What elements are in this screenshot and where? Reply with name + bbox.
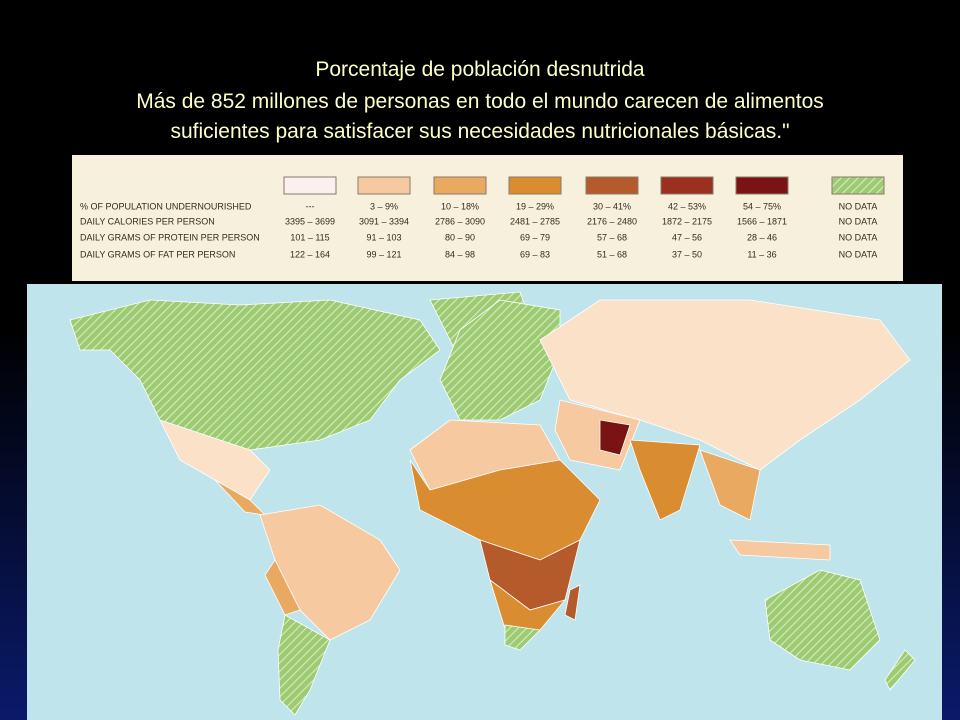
legend-cell: 99 – 121 [366,249,401,259]
legend-row-label: DAILY GRAMS OF PROTEIN PER PERSON [80,232,260,242]
sahel [409,459,601,561]
legend-swatch [357,176,411,195]
legend-cell: NO DATA [839,216,878,226]
south-africa [504,624,541,651]
legend-cell: 2176 – 2480 [587,216,637,226]
legend-cell: 91 – 103 [366,232,401,242]
southeast-asia [699,449,761,521]
map [27,284,942,720]
legend-swatch [735,176,789,195]
legend-row-label: DAILY GRAMS OF FAT PER PERSON [80,249,235,259]
legend-swatch [585,176,639,195]
legend-cell: 57 – 68 [597,232,627,242]
madagascar [564,584,581,621]
north-america [69,299,441,451]
legend-cell: 69 – 83 [520,249,550,259]
legend-cell: 10 – 18% [441,201,479,211]
legend-cell: 2786 – 3090 [435,216,485,226]
legend-cell: 30 – 41% [593,201,631,211]
legend-swatch [508,176,562,195]
legend: % OF POPULATION UNDERNOURISHED --- 3 – 9% 1… [80,176,885,259]
legend-cell: 1566 – 1871 [737,216,787,226]
indonesia [729,539,831,561]
legend-row-label: % OF POPULATION UNDERNOURISHED [80,201,252,211]
title-line: suficientes para satisfacer sus necesida… [170,120,789,143]
russia-china [539,299,911,471]
afghanistan [599,419,631,456]
legend-cell: 51 – 68 [597,249,627,259]
new-zealand [884,649,916,691]
legend-swatch [831,176,885,195]
legend-cell: 2481 – 2785 [510,216,560,226]
legend-cell: 80 – 90 [445,232,475,242]
legend-cell: 37 – 50 [672,249,702,259]
legend-cell: NO DATA [839,232,878,242]
legend-cell: 3 – 9% [370,201,398,211]
india [629,439,701,521]
legend-cell: 3395 – 3699 [285,216,335,226]
title-line: Porcentaje de población desnutrida [315,58,645,81]
legend-cell: 1872 – 2175 [662,216,712,226]
legend-cell: 11 – 36 [747,249,776,259]
legend-box [72,155,903,281]
title-line: Más de 852 millones de personas en todo … [136,90,824,113]
legend-cell: 101 – 115 [290,232,329,242]
legend-swatch [660,176,714,195]
legend-cell: 19 – 29% [516,201,554,211]
legend-swatch [433,176,487,195]
legend-cell: 122 – 164 [290,249,330,259]
legend-cell: 47 – 56 [672,232,702,242]
legend-row-label: DAILY CALORIES PER PERSON [80,216,215,226]
legend-cell: 42 – 53% [668,201,706,211]
argentina [277,614,331,716]
legend-cell: NO DATA [839,201,878,211]
legend-cell: --- [306,201,315,211]
legend-swatch [283,176,337,195]
legend-cell: 69 – 79 [520,232,550,242]
legend-cell: 54 – 75% [743,201,781,211]
legend-cell: NO DATA [839,249,878,259]
australia [764,569,881,671]
legend-cell: 84 – 98 [445,249,475,259]
legend-cell: 28 – 46 [747,232,777,242]
legend-cell: 3091 – 3394 [359,216,409,226]
